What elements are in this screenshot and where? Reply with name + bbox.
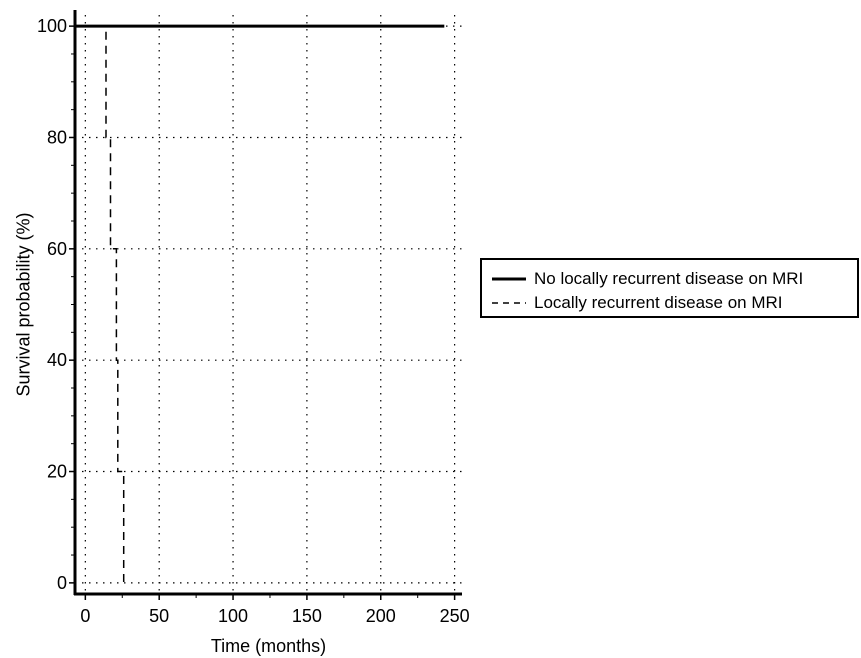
legend-entry-recurrence: Locally recurrent disease on MRI (492, 292, 783, 314)
x-axis-title: Time (months) (211, 636, 326, 656)
legend-swatch-dashed (492, 302, 526, 304)
legend-label-no-recurrence: No locally recurrent disease on MRI (534, 269, 804, 288)
x-tick-label: 250 (440, 606, 470, 626)
legend-entry-no-recurrence: No locally recurrent disease on MRI (492, 268, 803, 290)
x-tick-label: 50 (149, 606, 169, 626)
x-tick-label: 150 (292, 606, 322, 626)
y-tick-label: 100 (37, 16, 67, 36)
tick-labels: 0 20 40 60 80 100 0 50 100 150 200 250 (37, 16, 470, 626)
y-tick-label: 20 (47, 462, 67, 482)
x-tick-label: 200 (366, 606, 396, 626)
legend-swatch-solid (492, 277, 526, 281)
series-layer (75, 24, 445, 583)
series-line-2 (105, 31, 125, 583)
y-tick-label: 0 (57, 573, 67, 593)
x-tick-label: 100 (218, 606, 248, 626)
legend: No locally recurrent disease on MRI Loca… (480, 258, 859, 318)
axes (69, 10, 462, 600)
x-tick-label: 0 (80, 606, 90, 626)
legend-label-recurrence: Locally recurrent disease on MRI (534, 293, 783, 312)
grid (75, 15, 462, 594)
y-axis-title: Survival probability (%) (13, 212, 33, 396)
y-tick-label: 40 (47, 350, 67, 370)
y-tick-label: 80 (47, 127, 67, 147)
y-tick-label: 60 (47, 239, 67, 259)
